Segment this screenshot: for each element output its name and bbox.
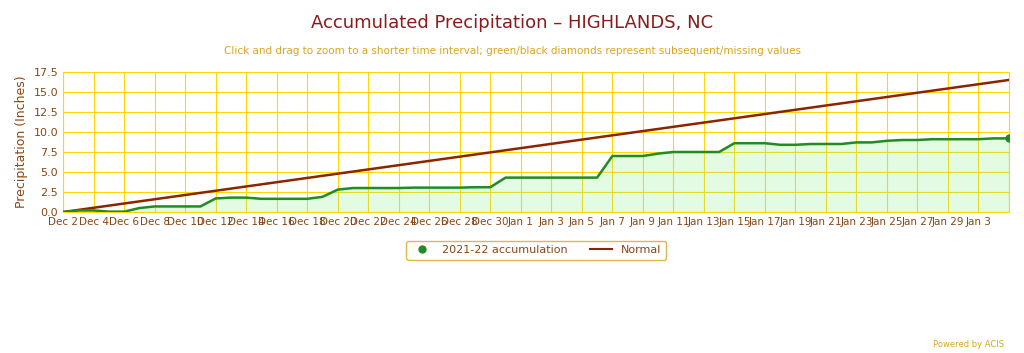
Text: Accumulated Precipitation – HIGHLANDS, NC: Accumulated Precipitation – HIGHLANDS, N… — [311, 14, 713, 32]
Text: Powered by ACIS: Powered by ACIS — [933, 341, 1004, 349]
Text: Click and drag to zoom to a shorter time interval; green/black diamonds represen: Click and drag to zoom to a shorter time… — [223, 46, 801, 56]
Legend: 2021-22 accumulation, Normal: 2021-22 accumulation, Normal — [407, 241, 666, 260]
Y-axis label: Precipitation (Inches): Precipitation (Inches) — [15, 76, 28, 208]
